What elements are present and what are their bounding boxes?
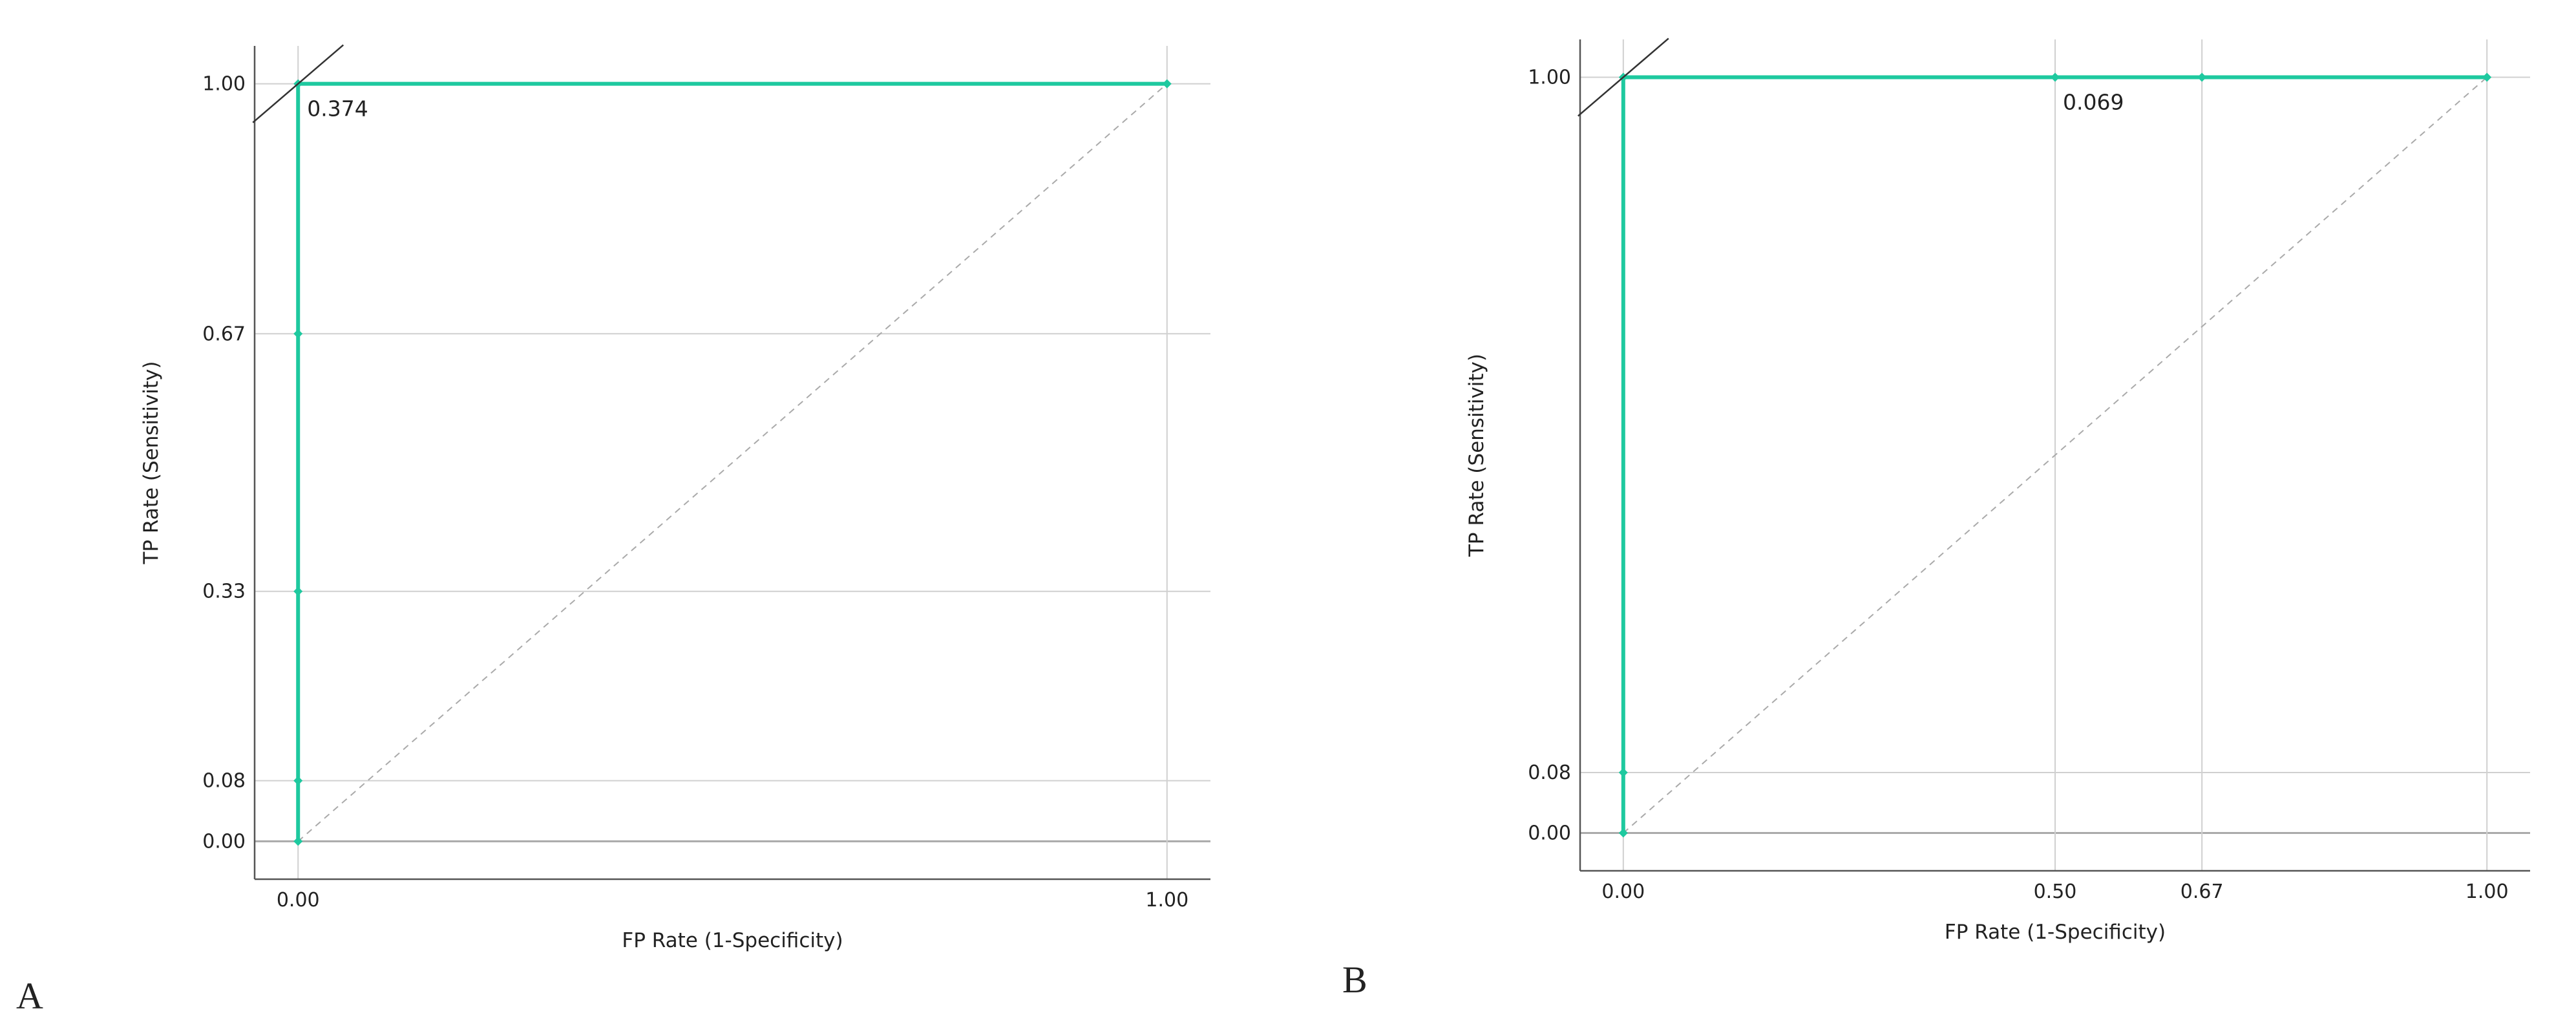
annotation: 0.069 bbox=[2063, 89, 2124, 114]
y-axis-title: TP Rate (Sensitivity) bbox=[1465, 354, 1488, 557]
roc-point bbox=[2197, 72, 2207, 82]
x-tick-label: 1.00 bbox=[1145, 889, 1188, 912]
reference-line bbox=[297, 83, 1168, 842]
roc-point bbox=[1618, 768, 1628, 778]
y-axis-title: TP Rate (Sensitivity) bbox=[140, 361, 163, 565]
y-tick-label: 1.00 bbox=[1528, 66, 1571, 89]
roc-point bbox=[1162, 79, 1172, 89]
reference-line bbox=[1623, 76, 2487, 834]
roc-point bbox=[293, 329, 303, 339]
roc-point bbox=[293, 837, 303, 846]
x-tick-label: 0.67 bbox=[2180, 880, 2224, 903]
roc-point bbox=[293, 586, 303, 596]
y-tick-label: 0.08 bbox=[1528, 762, 1571, 784]
roc-curve bbox=[1621, 75, 2487, 833]
x-tick-label: 0.00 bbox=[1601, 880, 1645, 903]
y-tick-label: 0.00 bbox=[1528, 822, 1571, 845]
y-tick-label: 0.00 bbox=[202, 830, 246, 853]
y-tick-label: 0.08 bbox=[202, 770, 246, 793]
x-tick-label: 0.50 bbox=[2034, 880, 2077, 903]
roc-point bbox=[2051, 72, 2060, 82]
x-axis-title: FP Rate (1-Specificity) bbox=[1945, 921, 2166, 944]
y-tick-label: 1.00 bbox=[202, 73, 246, 96]
roc-point bbox=[2482, 72, 2492, 82]
roc-curve bbox=[296, 81, 1167, 842]
panel-label: B bbox=[1342, 959, 1367, 1001]
x-tick-label: 1.00 bbox=[2465, 880, 2509, 903]
x-axis-title: FP Rate (1-Specificity) bbox=[622, 929, 843, 952]
y-tick-label: 0.67 bbox=[202, 323, 246, 345]
panel-label: A bbox=[16, 975, 43, 1017]
tangent-line bbox=[1578, 37, 1669, 117]
x-tick-label: 0.00 bbox=[277, 889, 320, 912]
annotation: 0.374 bbox=[307, 96, 368, 122]
roc-point bbox=[293, 776, 303, 785]
y-tick-label: 0.33 bbox=[202, 581, 246, 603]
roc-point bbox=[1618, 828, 1628, 838]
tangent-line bbox=[252, 44, 344, 123]
